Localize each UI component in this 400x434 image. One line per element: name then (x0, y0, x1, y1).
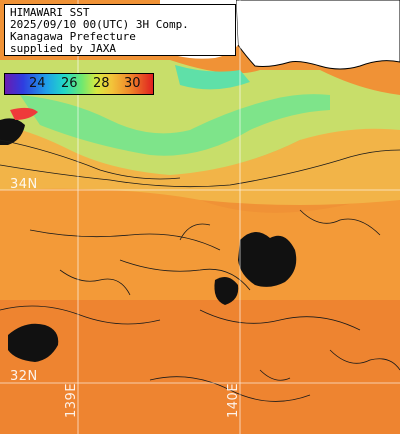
legend-tick-26: 26 (61, 76, 78, 91)
cloud-mask-2 (214, 276, 239, 305)
lon-label-139e: 139E (64, 382, 79, 418)
sst-info-box: HIMAWARI SST 2025/09/10 00(UTC) 3H Comp.… (4, 4, 236, 56)
warm-band-south (0, 300, 400, 434)
legend-tick-30: 30 (124, 76, 141, 91)
sst-contours (0, 139, 400, 402)
region-name: Kanagawa Prefecture (10, 30, 136, 43)
lat-label-32n: 32N (10, 369, 38, 384)
cloud-mask-3 (8, 323, 59, 362)
legend-tick-24: 24 (29, 76, 46, 91)
cloud-mask-4 (0, 118, 25, 145)
lat-label-34n: 34N (10, 177, 38, 192)
cool-band (20, 94, 330, 156)
warm-band-mid (0, 177, 400, 300)
product-name: HIMAWARI SST (10, 6, 90, 19)
cloud-mask-1 (238, 231, 297, 287)
data-source: supplied by JAXA (10, 42, 116, 55)
bay-water (175, 65, 250, 90)
land-honshu (235, 0, 400, 70)
sst-color-legend: 24 26 28 30 (4, 73, 154, 95)
timestamp: 2025/09/10 00(UTC) 3H Comp. (10, 18, 189, 31)
warm-spot (10, 107, 38, 120)
lon-label-140e: 140E (226, 382, 241, 418)
legend-tick-28: 28 (93, 76, 110, 91)
